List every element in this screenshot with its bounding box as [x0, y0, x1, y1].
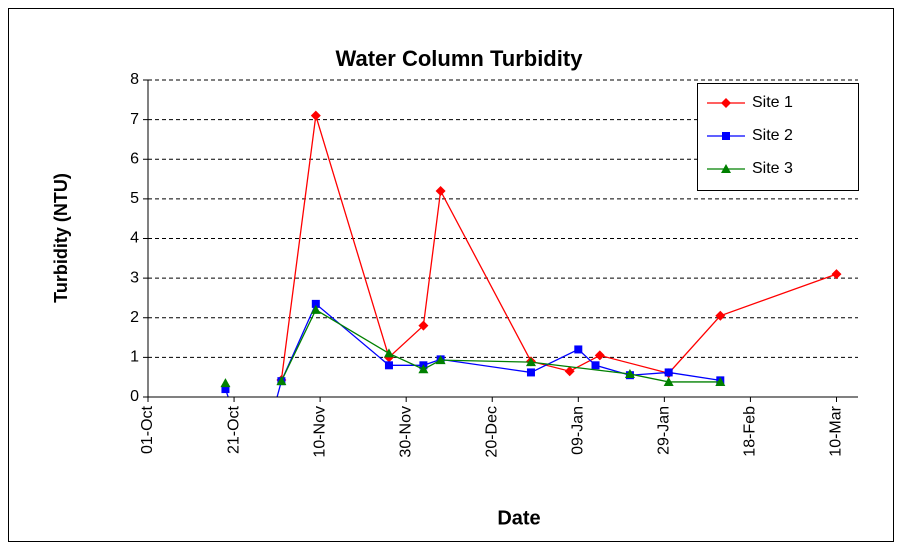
marker — [722, 132, 730, 140]
x-tick-label: 29-Jan — [656, 406, 673, 455]
y-axis-label: Turbidity (NTU) — [51, 173, 71, 303]
y-tick-label: 2 — [130, 309, 139, 326]
x-tick-label: 10-Mar — [828, 405, 845, 456]
marker — [664, 368, 673, 377]
marker — [594, 350, 605, 361]
marker — [721, 164, 731, 173]
marker — [383, 348, 394, 358]
plot-lines — [220, 110, 842, 397]
y-tick-label: 5 — [130, 190, 139, 207]
legend: Site 1 Site 2 Site 3 — [697, 83, 859, 191]
axes: 0 1 2 3 4 5 6 7 8 01-Oct 21-Oct 10-Nov 30-Nov 20-Dec 0… — [130, 71, 858, 458]
marker — [221, 385, 230, 394]
marker — [564, 366, 575, 377]
marker — [311, 299, 320, 308]
y-tick-label: 0 — [130, 388, 139, 405]
x-tick-label: 18-Feb — [742, 406, 759, 457]
marker — [310, 304, 321, 314]
x-tick-label: 30-Nov — [397, 406, 414, 458]
y-tick-label: 3 — [130, 269, 139, 286]
marker — [310, 110, 321, 121]
marker — [418, 320, 429, 331]
marker — [574, 345, 583, 354]
marker — [418, 364, 429, 374]
marker — [220, 378, 231, 388]
marker — [525, 357, 536, 367]
marker — [663, 376, 674, 386]
y-tick-label: 7 — [130, 111, 139, 128]
marker — [435, 185, 446, 196]
marker — [831, 269, 842, 280]
marker — [715, 310, 726, 321]
y-tick-label: 4 — [130, 230, 139, 247]
x-axis-label: Date — [497, 507, 540, 529]
marker — [526, 368, 535, 377]
marker — [435, 355, 446, 365]
legend-label: Site 2 — [752, 127, 793, 144]
marker — [721, 98, 731, 108]
x-tick-label: 01-Oct — [139, 405, 156, 454]
legend-label: Site 3 — [752, 160, 793, 177]
x-tick-label: 10-Nov — [311, 406, 328, 458]
x-tick-label: 09-Jan — [570, 406, 587, 455]
marker — [276, 376, 287, 386]
y-tick-label: 6 — [130, 150, 139, 167]
y-tick-label: 1 — [130, 349, 139, 366]
x-tick-label: 21-Oct — [225, 405, 242, 454]
marker — [591, 361, 600, 370]
legend-label: Site 1 — [752, 94, 793, 111]
marker — [715, 376, 726, 386]
marker — [384, 361, 393, 370]
chart-title: Water Column Turbidity — [336, 46, 584, 71]
y-tick-label: 8 — [130, 71, 139, 88]
marker — [624, 369, 635, 379]
x-tick-label: 20-Dec — [483, 406, 500, 458]
